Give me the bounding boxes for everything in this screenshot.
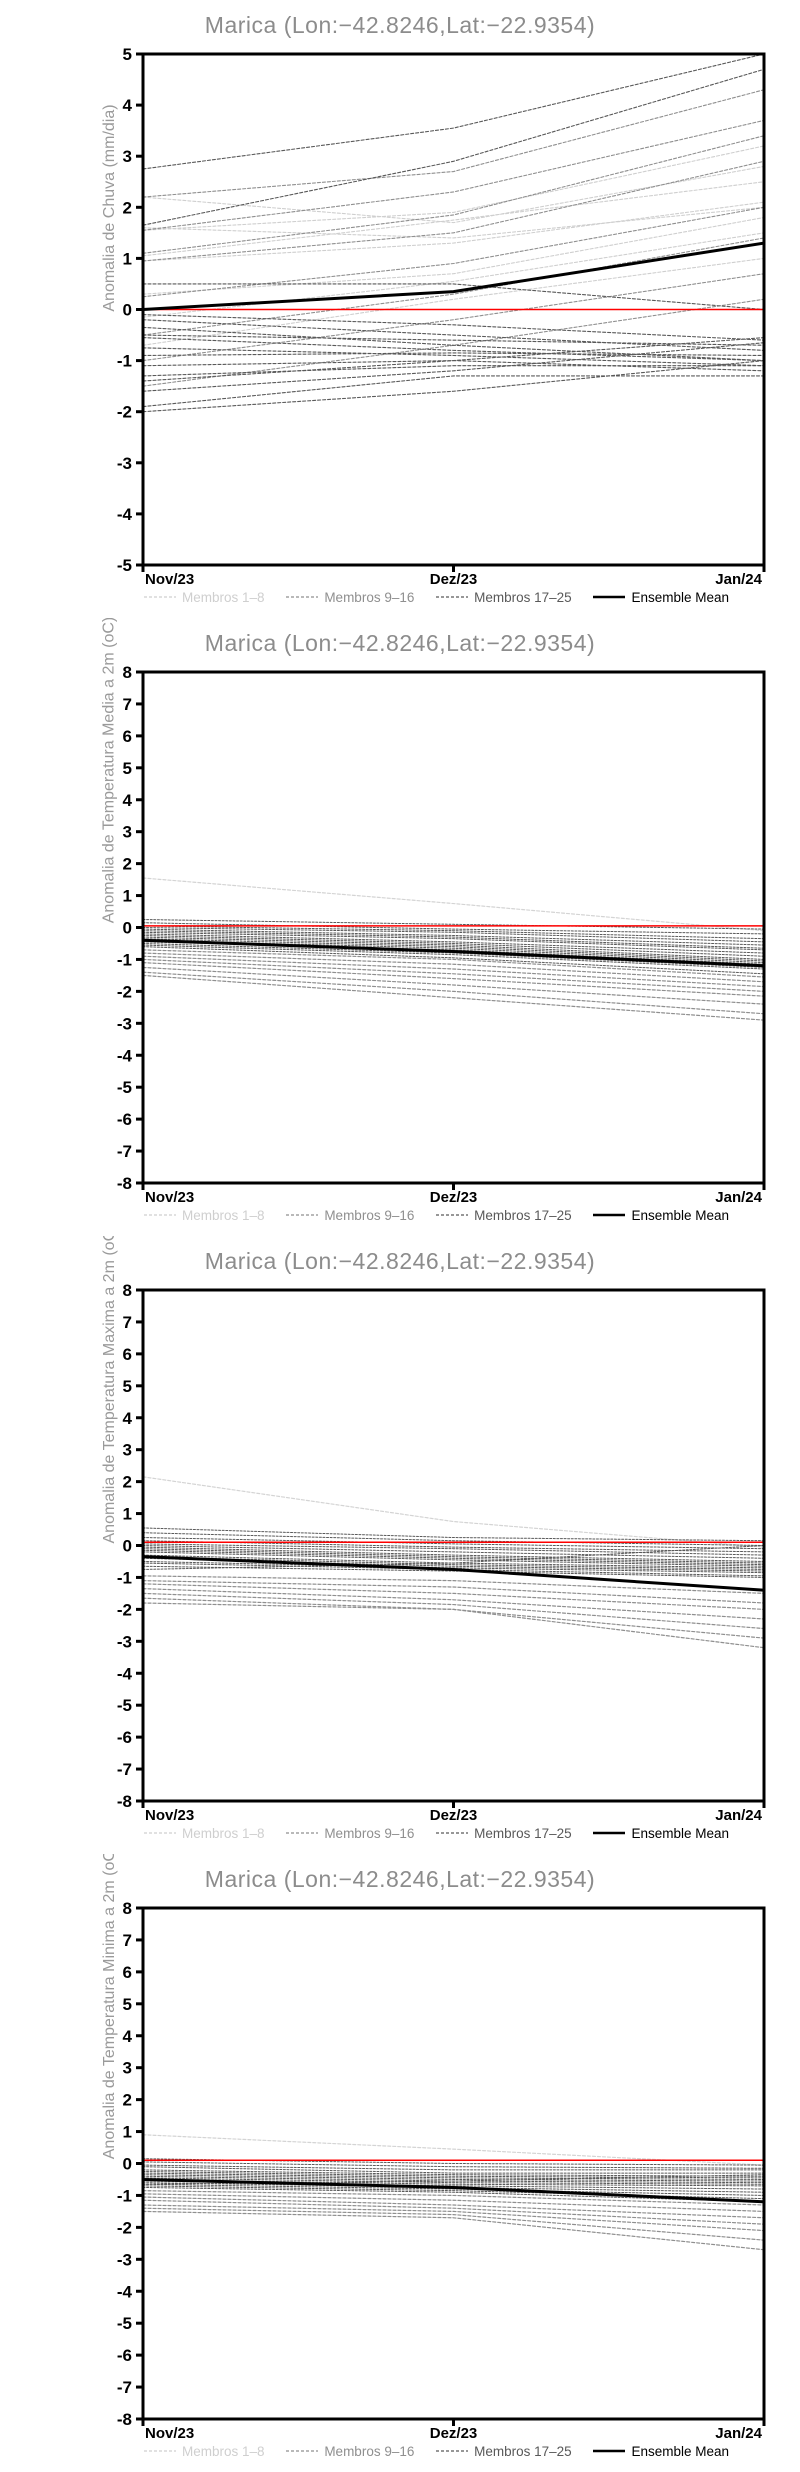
svg-text:Dez/23: Dez/23: [430, 2425, 478, 2442]
svg-text:3: 3: [123, 823, 132, 842]
svg-text:5: 5: [123, 759, 132, 778]
svg-text:-6: -6: [117, 1110, 132, 1129]
svg-text:-8: -8: [117, 2410, 132, 2429]
svg-text:-8: -8: [117, 1174, 132, 1193]
svg-text:0: 0: [123, 2155, 132, 2174]
svg-text:1: 1: [123, 887, 132, 906]
svg-text:-1: -1: [117, 2186, 132, 2205]
svg-text:-4: -4: [117, 2282, 133, 2301]
svg-text:Jan/24: Jan/24: [715, 1189, 762, 1206]
svg-text:0: 0: [123, 1537, 132, 1556]
svg-text:7: 7: [123, 695, 132, 714]
svg-text:-4: -4: [117, 1664, 133, 1683]
svg-text:-7: -7: [117, 1142, 132, 1161]
svg-text:Jan/24: Jan/24: [715, 2425, 762, 2442]
svg-text:1: 1: [123, 249, 132, 268]
svg-text:-3: -3: [117, 2250, 132, 2269]
svg-text:3: 3: [123, 1441, 132, 1460]
svg-text:-2: -2: [117, 982, 132, 1001]
svg-text:-7: -7: [117, 2378, 132, 2397]
svg-text:Dez/23: Dez/23: [430, 1807, 478, 1824]
svg-text:4: 4: [123, 2027, 133, 2046]
svg-text:7: 7: [123, 1313, 132, 1332]
svg-text:5: 5: [123, 45, 132, 64]
svg-text:-2: -2: [117, 1600, 132, 1619]
svg-text:-3: -3: [117, 454, 132, 473]
svg-text:3: 3: [123, 147, 132, 166]
svg-text:-2: -2: [117, 2218, 132, 2237]
svg-text:8: 8: [123, 1281, 132, 1300]
svg-text:-5: -5: [117, 1078, 132, 1097]
svg-text:1: 1: [123, 1505, 132, 1524]
svg-text:-2: -2: [117, 403, 132, 422]
svg-text:6: 6: [123, 1345, 132, 1364]
svg-text:0: 0: [123, 919, 132, 938]
svg-text:3: 3: [123, 2059, 132, 2078]
svg-text:-4: -4: [117, 505, 133, 524]
svg-text:2: 2: [123, 198, 132, 217]
svg-text:-3: -3: [117, 1632, 132, 1651]
svg-text:Nov/23: Nov/23: [145, 1807, 194, 1824]
svg-text:Nov/23: Nov/23: [145, 1189, 194, 1206]
svg-text:Nov/23: Nov/23: [145, 571, 194, 588]
svg-text:4: 4: [123, 96, 133, 115]
svg-text:2: 2: [123, 855, 132, 874]
svg-text:-4: -4: [117, 1046, 133, 1065]
svg-text:2: 2: [123, 2091, 132, 2110]
svg-text:8: 8: [123, 663, 132, 682]
svg-text:-5: -5: [117, 2314, 132, 2333]
svg-text:4: 4: [123, 791, 133, 810]
svg-text:-3: -3: [117, 1014, 132, 1033]
svg-text:0: 0: [123, 301, 132, 320]
svg-text:7: 7: [123, 1931, 132, 1950]
svg-text:-1: -1: [117, 950, 132, 969]
svg-text:-1: -1: [117, 352, 132, 371]
svg-text:-7: -7: [117, 1760, 132, 1779]
svg-text:5: 5: [123, 1995, 132, 2014]
svg-text:6: 6: [123, 727, 132, 746]
svg-text:8: 8: [123, 1899, 132, 1918]
svg-text:4: 4: [123, 1409, 133, 1428]
svg-text:Dez/23: Dez/23: [430, 571, 478, 588]
svg-text:2: 2: [123, 1473, 132, 1492]
svg-text:-6: -6: [117, 1728, 132, 1747]
svg-text:Nov/23: Nov/23: [145, 2425, 194, 2442]
svg-text:1: 1: [123, 2123, 132, 2142]
svg-text:-1: -1: [117, 1568, 132, 1587]
svg-text:Jan/24: Jan/24: [715, 571, 762, 588]
svg-text:-6: -6: [117, 2346, 132, 2365]
svg-text:6: 6: [123, 1963, 132, 1982]
svg-text:Jan/24: Jan/24: [715, 1807, 762, 1824]
svg-text:5: 5: [123, 1377, 132, 1396]
svg-text:Dez/23: Dez/23: [430, 1189, 478, 1206]
svg-text:-8: -8: [117, 1792, 132, 1811]
svg-text:-5: -5: [117, 556, 132, 575]
svg-text:-5: -5: [117, 1696, 132, 1715]
